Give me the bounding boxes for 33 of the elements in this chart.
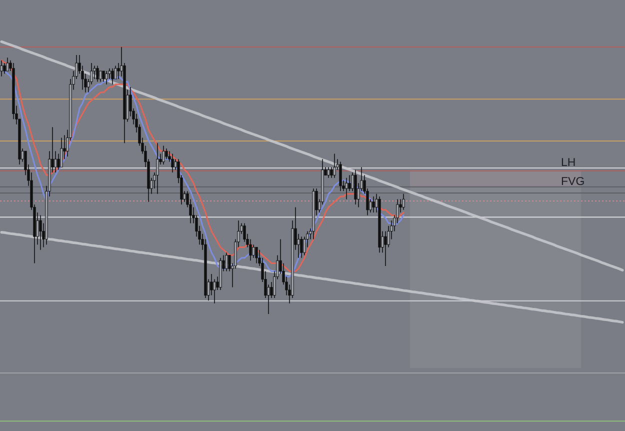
ref-line-label: FVG — [561, 176, 585, 188]
candlestick — [3, 62, 6, 74]
candlestick — [96, 65, 99, 82]
candlestick — [333, 153, 336, 178]
candlestick — [54, 150, 57, 173]
candlestick — [171, 153, 174, 173]
candlestick — [384, 230, 387, 266]
candlestick — [330, 166, 333, 178]
candlestick — [117, 62, 120, 80]
candlestick — [300, 236, 303, 258]
candlestick — [339, 161, 342, 192]
candlestick — [60, 137, 63, 168]
candlestick — [156, 142, 159, 194]
candlestick — [111, 68, 114, 85]
candlestick — [348, 174, 351, 192]
candlestick — [345, 177, 348, 200]
candlestick — [252, 244, 255, 258]
candlestick — [99, 70, 102, 82]
candlestick — [39, 214, 42, 250]
candlestick — [162, 145, 165, 165]
candlestick — [0, 60, 3, 77]
ref-line-label: LH — [561, 156, 576, 169]
candlestick — [210, 274, 213, 296]
candlestick — [102, 70, 105, 82]
candlestick — [402, 193, 405, 210]
candlestick — [225, 252, 228, 272]
candlestick — [213, 278, 216, 304]
candlestick — [327, 166, 330, 178]
candlestick — [165, 148, 168, 160]
candlestick — [6, 57, 9, 72]
candlestick — [105, 70, 108, 85]
candlestick — [255, 246, 258, 264]
candlestick — [372, 196, 375, 213]
